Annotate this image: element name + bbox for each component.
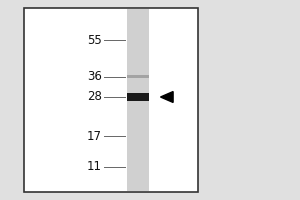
- Polygon shape: [160, 92, 173, 102]
- FancyBboxPatch shape: [127, 75, 149, 78]
- Text: 11: 11: [87, 160, 102, 173]
- Text: 36: 36: [87, 71, 102, 84]
- Text: 55: 55: [87, 33, 102, 46]
- FancyBboxPatch shape: [127, 93, 149, 101]
- FancyBboxPatch shape: [127, 9, 149, 191]
- Text: 28: 28: [87, 90, 102, 104]
- FancyBboxPatch shape: [24, 8, 198, 192]
- Text: 17: 17: [87, 130, 102, 142]
